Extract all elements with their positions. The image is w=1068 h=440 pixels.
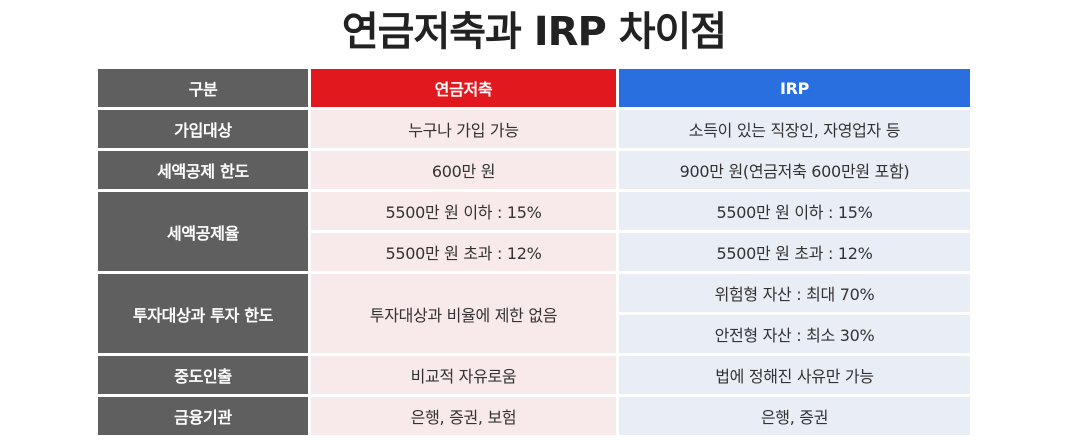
row-label-invest: 투자대상과 투자 한도 bbox=[98, 274, 308, 353]
table-row: 세액공제율 5500만 원 이하 : 15% 5500만 원 이하 : 15% bbox=[98, 192, 970, 271]
pension-limit: 600만 원 bbox=[308, 151, 616, 189]
table-row: 금융기관 은행, 증권, 보험 은행, 증권 bbox=[98, 397, 970, 435]
pension-rate-low: 5500만 원 이하 : 15% bbox=[308, 192, 616, 230]
row-label-join: 가입대상 bbox=[98, 110, 308, 148]
pension-institution: 은행, 증권, 보험 bbox=[308, 397, 616, 435]
row-label-rate: 세액공제율 bbox=[98, 192, 308, 271]
pension-join: 누구나 가입 가능 bbox=[308, 110, 616, 148]
table-row: 안전형 자산 : 최소 30% bbox=[98, 315, 970, 353]
table-row: 가입대상 누구나 가입 가능 소득이 있는 직장인, 자영업자 등 bbox=[98, 110, 970, 148]
table-row: 투자대상과 투자 한도 투자대상과 비율에 제한 없음 위험형 자산 : 최대 … bbox=[98, 274, 970, 353]
row-label-institution: 금융기관 bbox=[98, 397, 308, 435]
pension-withdraw: 비교적 자유로움 bbox=[308, 356, 616, 394]
header-irp: IRP bbox=[616, 69, 970, 107]
comparison-table: 구분 연금저축 IRP 가입대상 누구나 가입 가능 소득이 있는 직장인, 자… bbox=[98, 66, 970, 438]
row-label-withdraw: 중도인출 bbox=[98, 356, 308, 394]
irp-invest-safe: 안전형 자산 : 최소 30% bbox=[616, 315, 970, 353]
table-header-row: 구분 연금저축 IRP bbox=[98, 69, 970, 107]
irp-withdraw: 법에 정해진 사유만 가능 bbox=[616, 356, 970, 394]
table-row: 세액공제 한도 600만 원 900만 원(연금저축 600만원 포함) bbox=[98, 151, 970, 189]
pension-rate-high: 5500만 원 초과 : 12% bbox=[308, 233, 616, 271]
irp-limit: 900만 원(연금저축 600만원 포함) bbox=[616, 151, 970, 189]
irp-rate-high: 5500만 원 초과 : 12% bbox=[616, 233, 970, 271]
table-row: 중도인출 비교적 자유로움 법에 정해진 사유만 가능 bbox=[98, 356, 970, 394]
table-row: 5500만 원 초과 : 12% 5500만 원 초과 : 12% bbox=[98, 233, 970, 271]
page-title: 연금저축과 IRP 차이점 bbox=[341, 9, 727, 55]
irp-rate-low: 5500만 원 이하 : 15% bbox=[616, 192, 970, 230]
row-label-limit: 세액공제 한도 bbox=[98, 151, 308, 189]
irp-institution: 은행, 증권 bbox=[616, 397, 970, 435]
header-pension: 연금저축 bbox=[308, 69, 616, 107]
irp-invest-risky: 위험형 자산 : 최대 70% bbox=[616, 274, 970, 312]
pension-invest: 투자대상과 비율에 제한 없음 bbox=[308, 274, 616, 353]
irp-join: 소득이 있는 직장인, 자영업자 등 bbox=[616, 110, 970, 148]
header-category: 구분 bbox=[98, 69, 308, 107]
